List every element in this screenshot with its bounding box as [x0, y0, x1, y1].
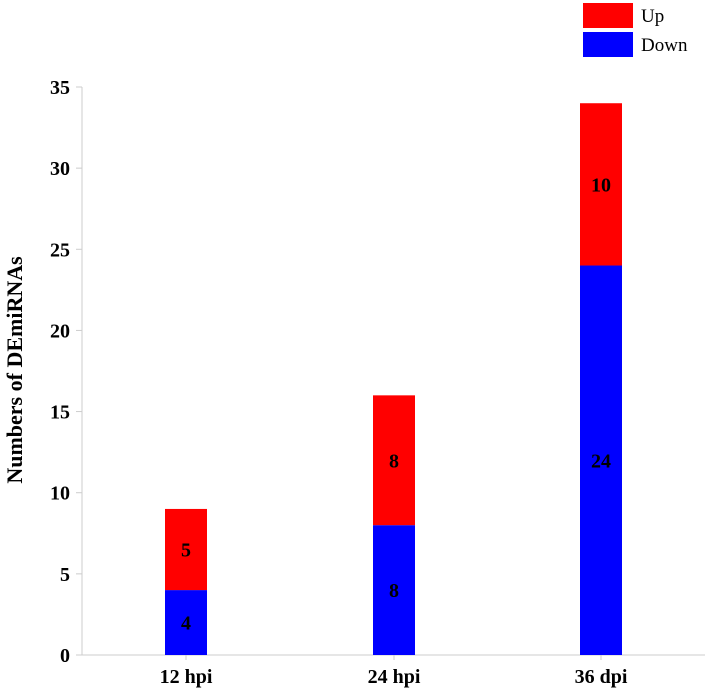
bar-segment-up — [580, 103, 622, 266]
y-tick-label: 35 — [50, 77, 70, 99]
bar-segment-down — [580, 265, 622, 655]
x-tick-label: 24 hpi — [368, 666, 421, 688]
x-ticks: 12 hpi 24 hpi 36 dpi — [160, 655, 628, 688]
legend-label: Up — [641, 6, 664, 27]
bar-segment-up — [165, 508, 207, 591]
bar-value-label: 10 — [591, 174, 611, 196]
y-tick-label: 15 — [50, 402, 70, 424]
bar-value-label: 5 — [181, 540, 191, 562]
legend-swatch — [583, 3, 633, 28]
bar-value-label: 8 — [389, 450, 399, 472]
y-tick-label: 0 — [60, 645, 70, 667]
legend-swatch — [583, 32, 633, 57]
x-tick-label: 12 hpi — [160, 666, 213, 688]
bar-value-label: 8 — [389, 580, 399, 602]
y-tick-label: 5 — [60, 564, 70, 586]
x-tick-label: 36 dpi — [575, 666, 628, 688]
legend: Up Down — [583, 3, 688, 57]
y-tick-label: 25 — [50, 239, 70, 261]
bar-value-label: 4 — [181, 613, 191, 635]
y-axis-label: Numbers of DEmiRNAs — [2, 256, 27, 484]
bar-segment-up — [373, 395, 415, 526]
y-tick-label: 10 — [50, 483, 70, 505]
legend-label: Down — [641, 35, 688, 56]
y-tick-label: 30 — [50, 158, 70, 180]
y-ticks: 0 5 10 15 20 25 30 35 — [50, 77, 82, 667]
y-tick-label: 20 — [50, 320, 70, 342]
bar-segment-down — [373, 525, 415, 655]
bar-segment-down — [165, 590, 207, 655]
bars: 4 5 8 8 24 10 — [165, 103, 622, 655]
bar-value-label: 24 — [591, 450, 611, 472]
